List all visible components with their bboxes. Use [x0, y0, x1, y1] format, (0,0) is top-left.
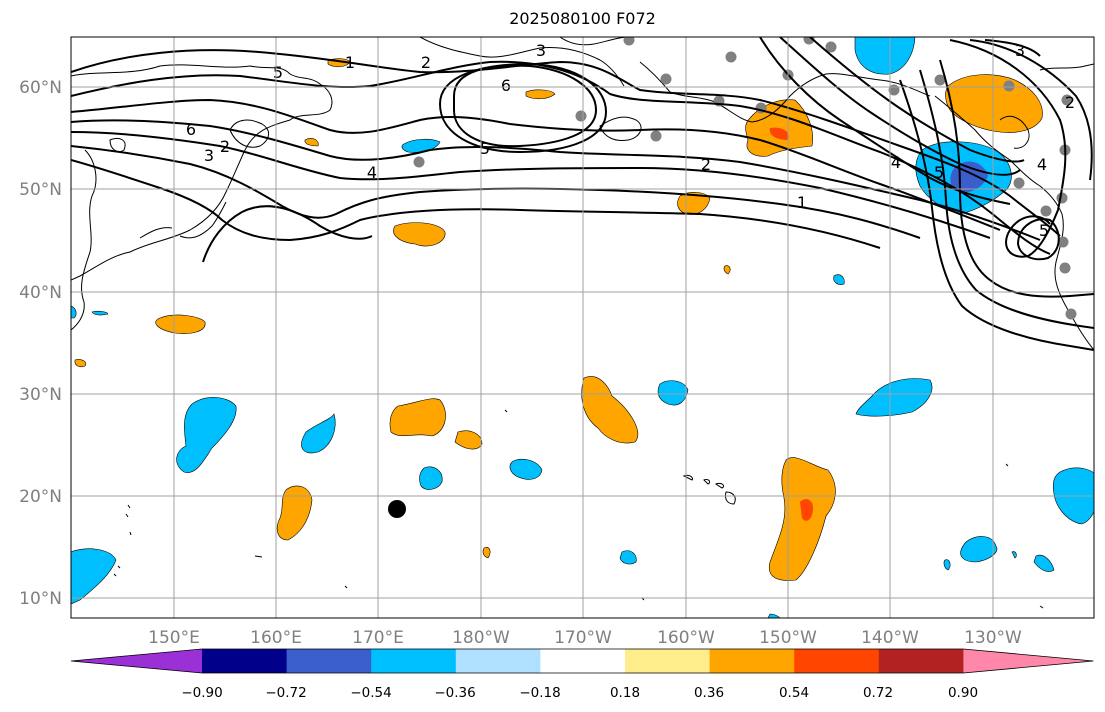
colorbar-tick-label: 0.72	[863, 685, 893, 701]
contour-lines	[71, 37, 1094, 351]
colorbar-outline	[70, 648, 1094, 674]
positive-anomaly-patch	[482, 547, 491, 559]
positive-anomaly-patch	[393, 222, 446, 247]
storm-center-marker	[388, 500, 406, 518]
latitude-label: 50°N	[19, 180, 62, 200]
longitude-label: 150°W	[759, 628, 817, 648]
contour-label: 2	[701, 155, 711, 174]
positive-anomaly-patch	[389, 398, 446, 437]
colorbar-segment	[625, 649, 711, 673]
negative-anomaly-patch	[619, 550, 637, 565]
longitude-label: 160°E	[250, 628, 302, 648]
longitude-label: 130°W	[964, 628, 1022, 648]
positive-anomaly-patch	[304, 138, 319, 147]
latitude-label: 10°N	[19, 589, 62, 609]
contour-label: 5	[1039, 221, 1049, 240]
positive-anomaly-patch	[276, 485, 313, 541]
latitude-label: 40°N	[19, 283, 62, 303]
anomaly-shading	[71, 37, 1094, 618]
negative-anomaly-patch	[767, 613, 781, 618]
longitude-label: 180°W	[452, 628, 510, 648]
contour-label: 4	[1037, 155, 1047, 174]
negative-anomaly-patch	[657, 380, 689, 406]
negative-anomaly-patch	[301, 413, 336, 454]
contour-label: 5	[273, 63, 283, 82]
map-title: 2025080100 F072	[509, 9, 656, 28]
colorbar-segment	[709, 649, 795, 673]
negative-anomaly-patch	[71, 305, 77, 319]
contour-label: 6	[501, 76, 511, 95]
colorbar-extend-max	[963, 649, 1094, 673]
contour-label: 2	[220, 137, 230, 156]
colorbar-tick-label: −0.90	[181, 685, 222, 701]
contour-label: 3	[536, 41, 546, 60]
colorbar-segment	[202, 649, 288, 673]
contour-label: 4	[367, 163, 377, 182]
latitude-label: 20°N	[19, 487, 62, 507]
longitude-label: 150°E	[148, 628, 200, 648]
longitude-label: 140°W	[861, 628, 919, 648]
positive-anomaly-patch	[723, 265, 731, 275]
negative-anomaly-patch	[71, 548, 117, 605]
colorbar-tick-label: −0.72	[265, 685, 306, 701]
colorbar-segment	[371, 649, 457, 673]
contour-label: 3	[204, 146, 214, 165]
contour-label: 3	[1015, 41, 1025, 60]
contour-labels: 1 2 3 6 6 5 4 2 1 4 5 5 2 3 3 2 4 5	[186, 41, 1075, 240]
positive-anomaly-patch	[74, 359, 87, 368]
longitude-label: 170°E	[352, 628, 404, 648]
positive-anomaly-patch	[155, 314, 206, 334]
graticule	[71, 37, 1094, 618]
contour-label: 2	[421, 53, 431, 72]
colorbar-segment	[455, 649, 541, 673]
contour-label: 2	[1065, 93, 1075, 112]
colorbar-segment	[286, 649, 372, 673]
contour-label: 4	[891, 153, 901, 172]
colorbar-extend-min	[71, 649, 202, 673]
colorbar-segment	[794, 649, 880, 673]
longitude-label: 170°W	[554, 628, 612, 648]
colorbar-tick-label: 0.36	[694, 685, 724, 701]
longitude-label: 160°W	[657, 628, 715, 648]
colorbar-tick-labels: −0.90 −0.72 −0.54 −0.36 −0.18 0.18 0.36 …	[181, 685, 978, 701]
positive-anomaly-patch	[525, 89, 556, 100]
latitude-label: 30°N	[19, 385, 62, 405]
negative-anomaly-patch	[833, 274, 845, 285]
contour-label: 6	[186, 120, 196, 139]
colorbar-tick-label: 0.90	[948, 685, 978, 701]
colorbar-tick-label: 0.18	[610, 685, 640, 701]
contour-label: 1	[797, 193, 807, 212]
positive-anomaly-patch	[454, 430, 483, 450]
negative-anomaly-patch	[855, 378, 933, 417]
positive-anomaly-patch	[581, 376, 639, 444]
colorbar	[70, 648, 1094, 674]
colorbar-segment	[540, 649, 626, 673]
contour-label: 5	[480, 139, 490, 158]
longitude-labels: 150°E 160°E 170°E 180°W 170°W 160°W 150°…	[148, 628, 1022, 648]
colorbar-tick-label: −0.36	[434, 685, 475, 701]
colorbar-tick-label: −0.54	[350, 685, 391, 701]
colorbar-segment	[878, 649, 964, 673]
positive-anomaly-patch	[768, 457, 836, 581]
negative-anomaly-patch	[943, 559, 951, 571]
contour-label: 5	[934, 163, 944, 182]
negative-anomaly-patch	[419, 466, 443, 490]
negative-anomaly-patch	[91, 310, 109, 316]
strong-positive-anomaly-patch	[800, 499, 814, 521]
colorbar-tick-label: −0.18	[519, 685, 560, 701]
strong-positive-anomaly-patch	[769, 127, 789, 140]
latitude-labels: 60°N 50°N 40°N 30°N 20°N 10°N	[19, 78, 62, 609]
negative-anomaly-patch	[509, 458, 543, 480]
latitude-label: 60°N	[19, 78, 62, 98]
negative-anomaly-patch	[1011, 551, 1017, 559]
colorbar-tick-label: 0.54	[779, 685, 809, 701]
negative-anomaly-patch	[176, 397, 237, 473]
negative-anomaly-patch	[1033, 554, 1055, 572]
map-frame	[70, 36, 1095, 619]
contour-label: 1	[345, 53, 355, 72]
